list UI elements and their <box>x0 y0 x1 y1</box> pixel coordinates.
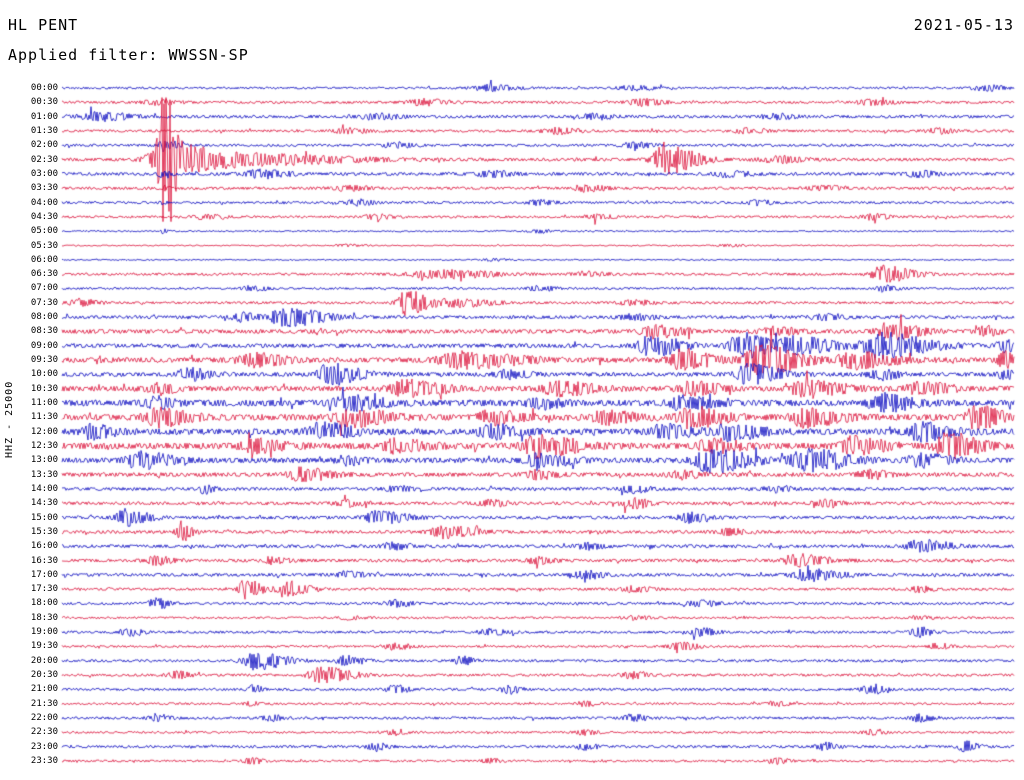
row-label: 20:00 <box>30 655 58 666</box>
row-label: 17:30 <box>30 584 58 595</box>
row-label: 14:30 <box>30 498 58 509</box>
row-label: 14:00 <box>30 483 58 494</box>
row-label: 07:00 <box>30 283 58 294</box>
row-label: 16:00 <box>30 541 58 552</box>
channel-scale-label: HHZ - 25000 <box>4 380 15 458</box>
row-label: 18:30 <box>30 612 58 623</box>
row-label: 21:00 <box>30 684 58 695</box>
row-label: 04:00 <box>30 197 58 208</box>
row-label: 09:00 <box>30 340 58 351</box>
row-label: 19:30 <box>30 641 58 652</box>
row-label: 12:30 <box>30 440 58 451</box>
row-label: 04:30 <box>30 211 58 222</box>
row-label: 00:30 <box>30 97 58 108</box>
row-label: 21:30 <box>30 698 58 709</box>
row-label: 23:30 <box>30 755 58 766</box>
row-label: 08:30 <box>30 326 58 337</box>
row-label: 19:00 <box>30 627 58 638</box>
row-label: 10:30 <box>30 383 58 394</box>
row-label: 01:00 <box>30 111 58 122</box>
row-label: 18:00 <box>30 598 58 609</box>
row-label: 02:00 <box>30 140 58 151</box>
record-date: 2021-05-13 <box>913 16 1014 34</box>
row-label: 22:30 <box>30 727 58 738</box>
row-label: 22:00 <box>30 713 58 724</box>
row-label: 16:30 <box>30 555 58 566</box>
row-label: 09:30 <box>30 355 58 366</box>
station-title: HL PENT <box>8 16 79 34</box>
row-label: 02:30 <box>30 154 58 165</box>
row-label: 12:00 <box>30 426 58 437</box>
row-label: 13:00 <box>30 455 58 466</box>
row-label: 08:00 <box>30 312 58 323</box>
row-label: 23:00 <box>30 741 58 752</box>
row-label: 15:30 <box>30 526 58 537</box>
row-label: 17:00 <box>30 569 58 580</box>
row-label: 05:00 <box>30 226 58 237</box>
row-label: 01:30 <box>30 125 58 136</box>
row-label: 13:30 <box>30 469 58 480</box>
row-label: 10:00 <box>30 369 58 380</box>
applied-filter-label: Applied filter: WWSSN-SP <box>8 46 249 64</box>
row-label: 03:30 <box>30 183 58 194</box>
row-label: 06:00 <box>30 254 58 265</box>
row-label: 06:30 <box>30 269 58 280</box>
row-label: 11:00 <box>30 398 58 409</box>
row-label: 11:30 <box>30 412 58 423</box>
row-label: 07:30 <box>30 297 58 308</box>
row-label: 20:30 <box>30 670 58 681</box>
row-label: 03:00 <box>30 168 58 179</box>
row-label: 05:30 <box>30 240 58 251</box>
row-label: 15:00 <box>30 512 58 523</box>
row-label: 00:00 <box>30 83 58 93</box>
